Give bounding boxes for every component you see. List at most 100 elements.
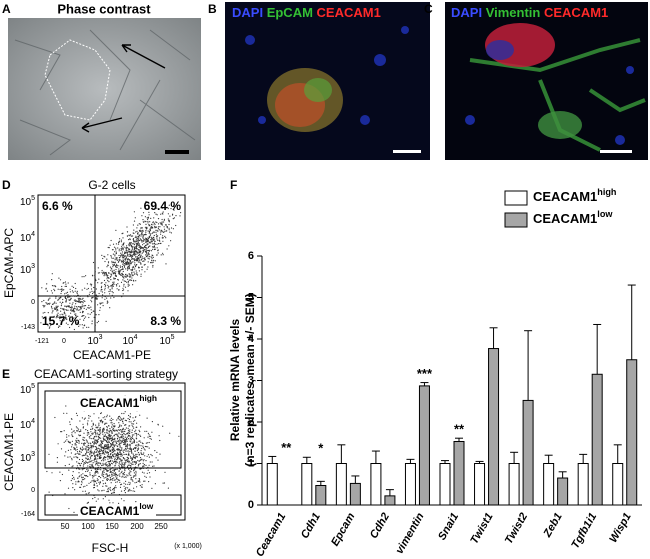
- cell-dot: [116, 434, 118, 436]
- cell-dot: [142, 219, 144, 221]
- cell-dot: [137, 433, 139, 435]
- cell-dot: [86, 502, 88, 504]
- cell-dot: [125, 268, 127, 270]
- cell-dot: [42, 312, 44, 314]
- cell-dot: [131, 479, 133, 481]
- cell-dot: [118, 436, 120, 439]
- cell-dot: [164, 224, 167, 226]
- cell-dot: [124, 439, 126, 441]
- cell-dot: [132, 463, 134, 465]
- cell-dot: [89, 291, 91, 293]
- cell-dot: [126, 262, 128, 265]
- error-bar: [627, 284, 636, 360]
- cell-dot: [135, 259, 137, 261]
- cell-dot: [74, 443, 76, 445]
- cell-dot: [88, 307, 90, 309]
- cell-dot: [75, 449, 77, 451]
- cell-dot: [148, 224, 150, 226]
- cell-dot: [114, 251, 116, 253]
- cell-dot: [124, 441, 126, 443]
- panel-letter: D: [2, 178, 11, 192]
- cell-dot: [64, 281, 67, 283]
- cell-dot: [90, 454, 93, 456]
- cell-dot: [150, 217, 152, 219]
- tick-label: -121: [35, 338, 49, 345]
- cell-dot: [120, 436, 122, 438]
- cell-dot: [73, 310, 75, 312]
- cell-dot: [162, 240, 164, 242]
- cell-dot: [128, 276, 131, 278]
- cell-dot: [121, 247, 123, 249]
- cell-dot: [90, 469, 92, 471]
- cell-dot: [129, 437, 132, 439]
- cell-dot: [110, 468, 112, 470]
- cell-dot: [161, 223, 163, 226]
- cell-dot: [123, 490, 126, 492]
- cell-dot: [137, 449, 139, 451]
- cell-dot: [83, 317, 86, 319]
- cell-dot: [120, 452, 122, 454]
- cell-dot: [124, 428, 126, 431]
- cell-dot: [95, 294, 97, 296]
- cell-dot: [145, 446, 147, 448]
- cell-dot: [112, 492, 114, 494]
- cell-dot: [102, 480, 104, 482]
- cell-dot: [47, 312, 49, 314]
- cell-dot: [119, 270, 121, 272]
- tick-label-base: 10: [20, 233, 32, 244]
- cell-dot: [136, 260, 138, 262]
- cell-dot: [148, 255, 150, 257]
- cell-dot: [81, 312, 84, 314]
- cell-dot: [105, 451, 107, 453]
- cell-dot: [72, 302, 74, 304]
- cell-dot: [180, 212, 182, 214]
- cell-dot: [144, 430, 146, 432]
- cell-dot: [143, 464, 145, 466]
- cell-dot: [86, 283, 88, 285]
- cell-dot: [79, 311, 81, 313]
- cell-dot: [150, 256, 153, 258]
- cell-dot: [133, 434, 135, 436]
- cell-dot: [106, 446, 108, 448]
- cell-dot: [113, 246, 116, 248]
- cell-dot: [132, 243, 134, 245]
- cell-dot: [84, 442, 86, 444]
- cell-dot: [69, 296, 71, 298]
- legend-label: CEACAM1high: [533, 187, 617, 204]
- cell-dot: [59, 279, 62, 281]
- cell-dot: [134, 482, 136, 484]
- cell-dot: [115, 268, 117, 271]
- cell-dot: [80, 307, 82, 309]
- cell-dot: [128, 284, 130, 286]
- cell-dot: [151, 487, 153, 489]
- cell-dot: [145, 460, 147, 462]
- cell-dot: [95, 424, 97, 426]
- cell-dot: [66, 412, 68, 414]
- cell-dot: [99, 307, 101, 309]
- cell-dot: [158, 435, 160, 437]
- cell-dot: [121, 431, 123, 433]
- cell-dot: [129, 439, 131, 441]
- cell-dot: [113, 460, 115, 462]
- bar: [474, 463, 486, 506]
- cell-dot: [120, 255, 122, 257]
- cell-dot: [84, 462, 86, 464]
- cell-dot: [89, 459, 91, 461]
- cell-dot: [111, 291, 113, 293]
- cell-dot: [124, 434, 126, 436]
- cell-dot: [164, 230, 166, 232]
- cell-dot: [123, 255, 125, 257]
- cell-dot: [141, 266, 143, 268]
- cell-dot: [147, 243, 149, 245]
- cell-dot: [114, 259, 116, 261]
- cell-dot: [121, 272, 123, 274]
- cell-dot: [96, 449, 98, 451]
- cell-dot: [91, 451, 93, 453]
- cell-dot: [151, 227, 153, 229]
- cell-dot: [148, 211, 150, 213]
- y-tick-label: 6: [248, 250, 254, 262]
- cell-dot: [65, 301, 67, 303]
- cell-dot: [133, 239, 135, 242]
- cell-dot: [66, 309, 68, 311]
- quadrant-percent: 15.7 %: [42, 314, 80, 328]
